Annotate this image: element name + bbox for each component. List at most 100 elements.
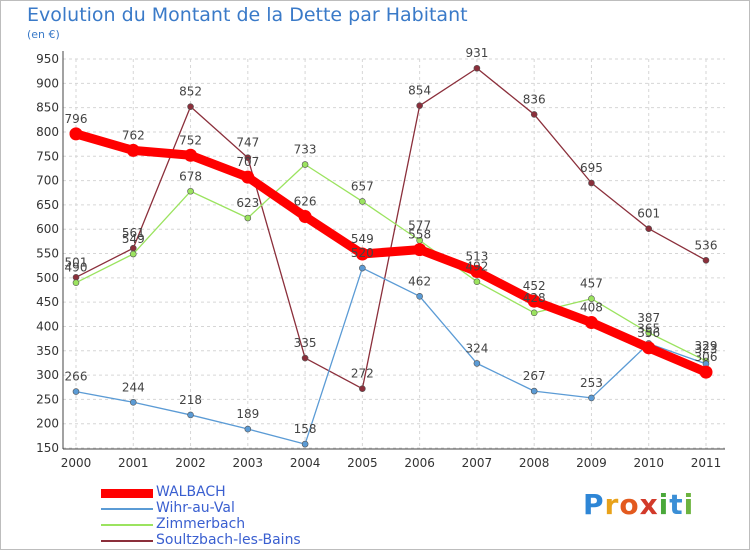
data-point [301,440,309,448]
data-label: 601 [637,207,660,221]
data-point [645,225,653,233]
y-tick-label: 450 [36,295,59,309]
legend-swatch [101,524,153,526]
data-label: 408 [580,301,603,315]
data-point [413,243,427,257]
data-label: 452 [523,279,546,293]
data-point [187,411,194,419]
y-tick-label: 850 [36,101,59,115]
x-tick-label: 2007 [462,456,493,470]
data-point [244,214,252,222]
data-label: 267 [523,369,546,383]
logo-letter: x [639,488,659,521]
logo-letter: t [669,488,684,521]
data-label: 306 [695,350,718,364]
data-point [588,179,595,187]
data-label: 356 [637,326,660,340]
x-tick-label: 2000 [61,456,92,470]
data-label: 244 [122,380,145,394]
grid-lines [63,58,725,449]
data-label: 549 [351,232,374,246]
logo-letter: i [683,488,695,521]
data-point [473,360,481,367]
y-tick-label: 900 [36,76,59,90]
data-label: 796 [65,112,88,126]
data-point [187,187,194,195]
legend-label: Wihr-au-Val [156,500,235,516]
data-label: 836 [523,92,546,106]
y-tick-label: 300 [36,368,59,382]
data-label: 323 [695,342,718,356]
y-tick-label: 400 [36,319,59,333]
data-point [530,111,538,118]
data-label: 513 [465,249,488,263]
logo-letter: r [604,488,620,521]
x-tick-label: 2010 [633,456,664,470]
data-label: 561 [122,226,145,240]
data-point [473,64,481,72]
data-label: 558 [408,228,431,242]
data-label: 695 [580,161,603,175]
data-label: 324 [465,341,488,355]
data-label: 457 [580,277,603,291]
data-point [241,170,255,184]
legend-swatch [101,488,153,498]
data-point [359,385,366,392]
series-line-3 [75,67,707,390]
chart-title: Evolution du Montant de la Dette par Hab… [27,4,468,26]
series-lines [69,64,713,448]
x-tick-label: 2011 [691,456,722,470]
data-point [244,154,252,162]
x-tick-label: 2008 [519,456,550,470]
data-point [129,398,137,406]
data-label: 501 [65,255,88,269]
data-label: 577 [408,218,431,232]
data-label: 428 [523,291,546,305]
data-label: 707 [236,155,259,169]
data-label: 657 [351,179,374,193]
x-tick-label: 2005 [347,456,378,470]
data-label: 329 [695,339,718,353]
data-label: 253 [580,376,603,390]
logo-letter: i [658,488,670,521]
data-labels: 796 762 752 707 626 549 558 513 452 408 356 306 266 2… [65,46,718,436]
data-label: 490 [65,261,88,275]
data-label: 520 [351,246,374,260]
data-label: 752 [179,133,202,147]
data-label: 678 [179,169,202,183]
series-line-1 [75,267,707,445]
data-label: 387 [637,311,660,325]
data-label: 266 [65,370,88,384]
legend-label: Soultzbach-les-Bains [156,532,301,548]
data-point [470,264,484,278]
data-label: 549 [122,232,145,246]
data-label: 623 [236,196,259,210]
y-tick-label: 700 [36,174,59,188]
data-point [69,127,83,141]
data-label: 733 [294,143,317,157]
y-tick-label: 650 [36,198,59,212]
logo-letter: P [583,488,605,521]
data-point [359,198,366,205]
data-label: 189 [236,407,259,421]
x-tick-label: 2002 [175,456,206,470]
data-label: 854 [408,84,431,98]
y-tick-label: 600 [36,222,59,236]
data-point [530,387,538,395]
y-tick-label: 800 [36,125,59,139]
x-tick-label: 2003 [233,456,264,470]
data-point [416,292,423,300]
x-tick-label: 2004 [290,456,321,470]
y-tick-label: 950 [36,52,59,66]
data-point [244,425,252,433]
data-point [645,329,653,337]
data-point [72,279,80,286]
y-tick-label: 350 [36,344,59,358]
y-tick-label: 250 [36,392,59,406]
data-point [359,264,366,272]
x-tick-label: 2009 [576,456,607,470]
legend-label: WALBACH [156,484,226,500]
data-point [187,103,194,110]
data-point [473,278,481,286]
